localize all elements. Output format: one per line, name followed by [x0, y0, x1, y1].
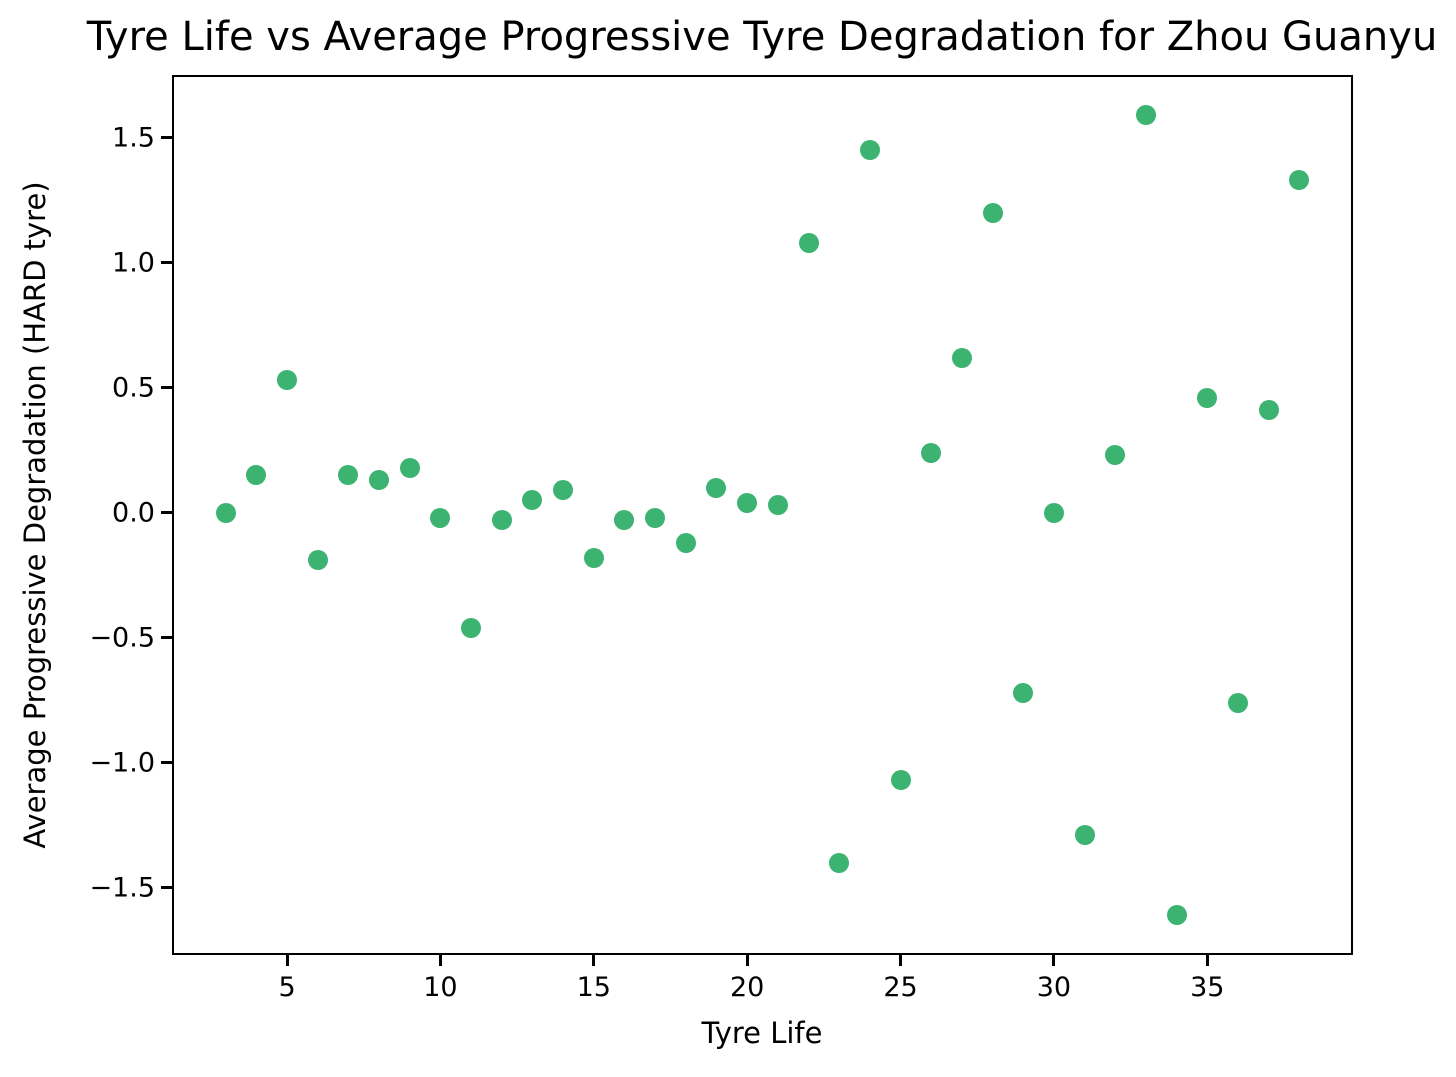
y-tick-label: −1.0: [89, 747, 155, 778]
x-axis-tick: [899, 955, 903, 966]
y-axis-tick: [161, 761, 172, 764]
y-tick-label: 1.0: [112, 247, 155, 278]
x-axis-tick: [438, 955, 442, 966]
y-axis-tick: [161, 636, 172, 639]
y-tick-label: 0.5: [112, 372, 155, 403]
x-tick-label: 10: [423, 972, 458, 1003]
x-axis-tick: [745, 955, 749, 966]
x-tick-label: 20: [729, 972, 765, 1003]
x-tick-label: 35: [1190, 972, 1225, 1003]
y-axis-tick: [161, 261, 172, 264]
x-tick-label: 5: [278, 972, 296, 1003]
y-axis-tick: [161, 386, 172, 389]
y-axis-tick: [161, 136, 172, 139]
y-tick-label: 1.5: [112, 122, 155, 153]
y-axis-tick: [161, 511, 172, 514]
x-tick-label: 30: [1036, 972, 1072, 1003]
x-axis-tick: [592, 955, 596, 966]
y-axis-tick: [161, 886, 172, 889]
plot-area: [172, 75, 1353, 955]
x-tick-label: 25: [883, 972, 918, 1003]
x-axis-label: Tyre Life: [701, 1016, 823, 1050]
x-axis-tick: [1205, 955, 1209, 966]
x-tick-label: 15: [576, 972, 611, 1003]
y-axis-label: Average Progressive Degradation (HARD ty…: [18, 181, 52, 849]
x-axis-tick: [285, 955, 289, 966]
y-tick-label: −1.5: [89, 872, 155, 903]
x-axis-tick: [1052, 955, 1056, 966]
chart-title: Tyre Life vs Average Progressive Tyre De…: [86, 14, 1438, 60]
y-tick-label: 0.0: [112, 497, 155, 528]
y-tick-label: −0.5: [89, 622, 155, 653]
